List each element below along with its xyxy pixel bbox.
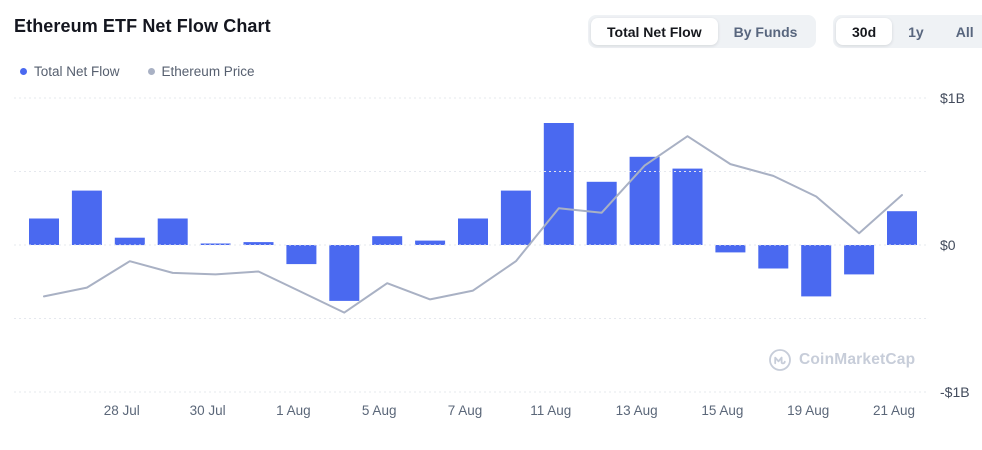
flow-bar[interactable] <box>758 245 789 269</box>
y-axis-label: -$1B <box>940 384 970 400</box>
chart-legend: Total Net Flow Ethereum Price <box>20 64 255 79</box>
x-tick-label: 28 Jul <box>104 403 140 418</box>
flow-bar[interactable] <box>286 245 317 265</box>
view-toggle-total-net-flow[interactable]: Total Net Flow <box>591 18 718 45</box>
flow-bar[interactable] <box>887 211 917 245</box>
x-tick-label: 13 Aug <box>616 403 658 418</box>
range-toggle-all[interactable]: All <box>955 23 974 40</box>
range-toggle-1y[interactable]: 1y <box>908 23 924 40</box>
legend-item-total-net-flow[interactable]: Total Net Flow <box>20 64 120 79</box>
flow-bar[interactable] <box>543 123 574 245</box>
flow-bar[interactable] <box>672 168 703 245</box>
flow-bar[interactable] <box>243 242 274 245</box>
flow-bar[interactable] <box>715 245 746 253</box>
flow-bar[interactable] <box>629 156 660 245</box>
price-line <box>43 135 903 314</box>
flow-bar[interactable] <box>29 218 59 246</box>
y-axis-label: $0 <box>940 237 956 253</box>
flow-bar[interactable] <box>114 237 145 246</box>
flow-bar[interactable] <box>415 240 446 245</box>
coinmarketcap-logo-icon <box>769 349 791 371</box>
legend-label: Ethereum Price <box>161 64 255 79</box>
view-toggle-by-funds[interactable]: By Funds <box>733 23 798 40</box>
x-tick-label: 11 Aug <box>530 403 571 418</box>
x-tick-label: 7 Aug <box>448 403 483 418</box>
y-axis-label: $1B <box>940 90 965 106</box>
x-tick-label: 15 Aug <box>701 403 743 418</box>
x-tick-label: 19 Aug <box>787 403 829 418</box>
x-tick-label: 21 Aug <box>873 403 915 418</box>
legend-dot-icon <box>147 68 155 75</box>
coinmarketcap-watermark: CoinMarketCap <box>768 348 915 372</box>
range-toggle: 30d 1y All <box>833 15 982 48</box>
flow-bar[interactable] <box>329 245 360 301</box>
flow-bar[interactable] <box>500 190 531 245</box>
flow-bar[interactable] <box>801 245 832 297</box>
flow-bar[interactable] <box>71 190 102 245</box>
flow-bar[interactable] <box>157 218 188 246</box>
legend-item-ethereum-price[interactable]: Ethereum Price <box>147 64 255 79</box>
watermark-text: CoinMarketCap <box>799 351 916 368</box>
view-toggle: Total Net Flow By Funds <box>588 15 817 48</box>
range-toggle-30d[interactable]: 30d <box>836 18 893 45</box>
legend-dot-icon <box>20 68 27 75</box>
x-tick-label: 1 Aug <box>276 403 311 418</box>
legend-label: Total Net Flow <box>34 64 120 79</box>
x-tick-label: 5 Aug <box>362 403 397 418</box>
x-tick-label: 30 Jul <box>190 403 226 418</box>
page-title: Ethereum ETF Net Flow Chart <box>14 16 271 36</box>
flow-bar[interactable] <box>372 236 403 245</box>
flow-bar[interactable] <box>458 218 488 246</box>
flow-bar[interactable] <box>844 245 875 275</box>
flow-bar[interactable] <box>200 243 231 246</box>
